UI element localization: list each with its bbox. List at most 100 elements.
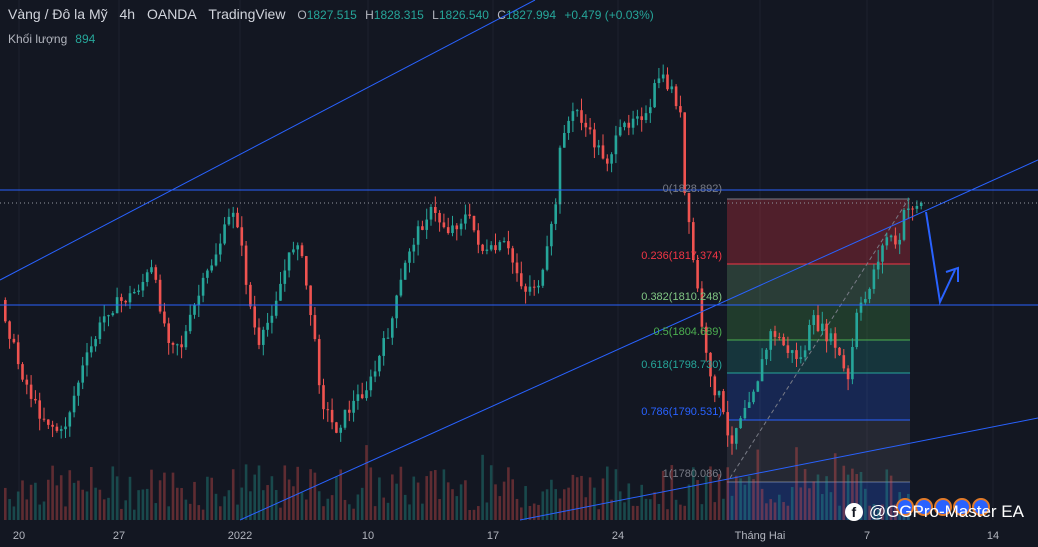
volume-bar xyxy=(627,483,631,520)
candle-body xyxy=(889,235,893,238)
candle-body xyxy=(773,331,777,337)
volume-bar xyxy=(610,499,613,520)
candle-body xyxy=(145,272,149,282)
volume-bar xyxy=(472,509,476,520)
ohlc-values: O1827.515 H1828.315 L1826.540 C1827.994 … xyxy=(297,8,658,22)
volume-bar xyxy=(25,499,29,520)
volume-bar xyxy=(808,488,811,520)
volume-bar xyxy=(868,505,871,520)
candle-body xyxy=(322,385,325,410)
fib-zone xyxy=(727,420,910,482)
volume-bar xyxy=(597,509,600,520)
candle-body xyxy=(309,285,312,316)
volume-bar xyxy=(16,491,20,520)
indicator-badges[interactable] xyxy=(896,498,990,516)
volume-bar xyxy=(72,482,76,520)
candle-body xyxy=(640,116,643,120)
volume-bar xyxy=(481,454,484,520)
candle-body xyxy=(808,324,811,351)
volume-bar xyxy=(653,492,656,520)
volume-bar xyxy=(38,504,41,520)
candle-body xyxy=(253,306,256,328)
candle-body xyxy=(601,145,605,159)
candle-body xyxy=(485,249,489,251)
volume-bar xyxy=(360,487,364,520)
badge-icon[interactable] xyxy=(896,498,914,516)
volume-bar xyxy=(270,476,274,520)
volume-bar xyxy=(537,504,540,520)
volume-bar xyxy=(752,479,755,520)
candle-body xyxy=(279,283,282,301)
volume-bar xyxy=(661,470,665,520)
badge-icon[interactable] xyxy=(915,498,933,516)
volume-bar xyxy=(833,453,837,520)
volume-bar xyxy=(498,496,502,520)
volume-bar xyxy=(743,484,747,520)
candle-body xyxy=(206,270,209,278)
volume-bar xyxy=(571,474,575,520)
candle-body xyxy=(717,391,721,396)
close-label: C xyxy=(497,8,506,22)
candle-body xyxy=(201,277,205,296)
symbol-name[interactable]: Vàng / Đô la Mỹ xyxy=(8,6,108,22)
volume-bar xyxy=(395,483,398,520)
candle-body xyxy=(408,251,411,263)
candle-body xyxy=(137,290,140,292)
volume-bar xyxy=(219,506,222,520)
volume-bar xyxy=(249,491,252,520)
high-value: 1828.315 xyxy=(373,8,424,22)
volume-bar xyxy=(279,507,282,520)
volume-bar xyxy=(747,476,751,520)
candle-body xyxy=(821,323,824,332)
volume-bar xyxy=(692,467,695,520)
volume-bar xyxy=(489,465,493,520)
candle-body xyxy=(550,223,553,247)
volume-bar xyxy=(55,485,59,520)
candle-body xyxy=(120,297,123,301)
candle-body xyxy=(94,339,97,347)
candle-body xyxy=(515,262,519,274)
volume-bar xyxy=(674,499,678,520)
volume-bar xyxy=(348,504,351,520)
volume-bar xyxy=(352,508,355,520)
interval-label[interactable]: 4h xyxy=(119,6,136,22)
candle-body xyxy=(507,241,510,249)
volume-bar xyxy=(201,509,205,520)
volume-bar xyxy=(163,472,166,520)
volume-bar xyxy=(876,509,880,520)
candle-body xyxy=(356,394,360,401)
candle-body xyxy=(644,113,648,120)
high-label: H xyxy=(365,8,374,22)
volume-bar xyxy=(47,479,50,520)
volume-bar xyxy=(292,486,295,520)
volume-bar xyxy=(257,465,261,520)
candle-body xyxy=(335,422,338,433)
volume-bar xyxy=(317,491,321,520)
volume-bar xyxy=(790,487,794,520)
volume-bar xyxy=(154,503,158,520)
candle-body xyxy=(55,426,59,431)
volume-bar xyxy=(786,505,790,520)
candle-body xyxy=(133,291,136,294)
candle-body xyxy=(846,368,850,380)
candle-body xyxy=(872,269,876,289)
volume-bar xyxy=(180,488,183,520)
volume-label[interactable]: Khối lượng xyxy=(8,32,68,46)
candle-body xyxy=(167,323,170,343)
volume-bar xyxy=(421,503,424,520)
candle-body xyxy=(498,242,502,251)
candle-body xyxy=(477,230,480,245)
volume-bar xyxy=(864,488,867,520)
volume-bar xyxy=(821,494,824,520)
volume-bar xyxy=(227,490,231,520)
badge-icon[interactable] xyxy=(953,498,971,516)
badge-icon[interactable] xyxy=(934,498,952,516)
volume-bar xyxy=(885,469,889,520)
candle-body xyxy=(606,158,609,164)
candle-body xyxy=(464,214,467,224)
candle-body xyxy=(614,135,618,155)
badge-icon[interactable] xyxy=(972,498,990,516)
volume-bar xyxy=(649,499,652,520)
volume-bar xyxy=(730,495,734,520)
